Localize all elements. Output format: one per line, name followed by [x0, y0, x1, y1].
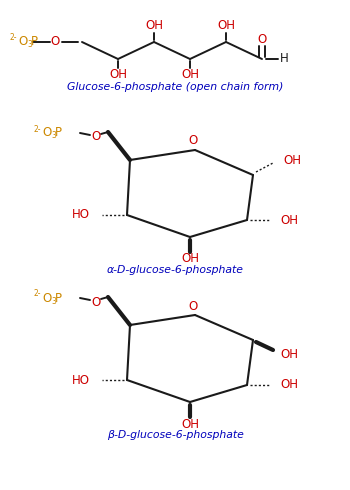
Text: OH: OH	[280, 378, 298, 392]
Text: O: O	[188, 134, 198, 147]
Text: HO: HO	[72, 373, 90, 387]
Text: OH: OH	[280, 348, 298, 362]
Text: 3: 3	[51, 131, 56, 141]
Text: O: O	[91, 130, 101, 144]
Text: 2-: 2-	[10, 33, 18, 43]
Text: OH: OH	[280, 214, 298, 226]
Text: O: O	[42, 126, 51, 140]
Text: OH: OH	[181, 417, 199, 431]
Text: HO: HO	[72, 209, 90, 221]
Text: OH: OH	[145, 20, 163, 32]
Text: OH: OH	[109, 69, 127, 81]
Text: Glucose-6-phosphate (open chain form): Glucose-6-phosphate (open chain form)	[67, 82, 283, 92]
Text: 2-: 2-	[34, 124, 42, 133]
Text: O: O	[42, 292, 51, 304]
Text: OH: OH	[283, 154, 301, 168]
Text: O: O	[188, 299, 198, 313]
Text: OH: OH	[181, 69, 199, 81]
Text: 3: 3	[51, 296, 56, 305]
Text: O: O	[18, 35, 27, 49]
Text: O: O	[91, 295, 101, 309]
Text: P: P	[55, 126, 62, 140]
Text: β-D-glucose-6-phosphate: β-D-glucose-6-phosphate	[106, 430, 244, 440]
Text: OH: OH	[181, 252, 199, 266]
Text: 2-: 2-	[34, 290, 42, 298]
Text: O: O	[257, 33, 267, 47]
Text: H: H	[280, 52, 288, 66]
Text: P: P	[55, 292, 62, 304]
Text: O: O	[50, 35, 60, 49]
Text: α-D-glucose-6-phosphate: α-D-glucose-6-phosphate	[106, 265, 244, 275]
Text: OH: OH	[217, 20, 235, 32]
Text: P: P	[31, 35, 38, 49]
Text: 3: 3	[27, 41, 32, 49]
